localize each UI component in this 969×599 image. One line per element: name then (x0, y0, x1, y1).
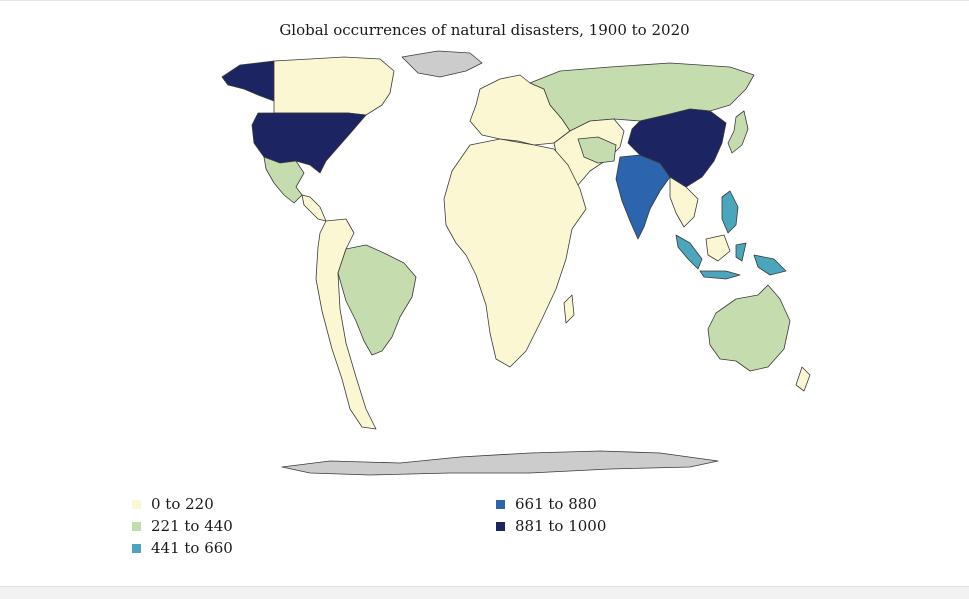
region-africa (443, 138, 587, 368)
region-indonesia-sulawesi (735, 242, 747, 262)
region-india (615, 154, 671, 240)
legend-label: 441 to 660 (151, 539, 233, 557)
legend-right: 661 to 880 881 to 1000 (496, 493, 606, 537)
region-new-zealand (795, 366, 811, 392)
legend-item-0-220: 0 to 220 (132, 493, 233, 515)
region-philippines (721, 190, 739, 234)
region-china (627, 108, 727, 188)
region-central-america (301, 194, 327, 222)
map-figure: Global occurrences of natural disasters,… (0, 0, 969, 559)
region-brazil (337, 244, 417, 356)
legend-item-221-440: 221 to 440 (132, 515, 233, 537)
region-papua (753, 254, 787, 276)
region-southeast-asia (669, 176, 699, 228)
legend-label: 661 to 880 (515, 495, 597, 513)
region-indonesia-java (699, 270, 741, 280)
region-alaska (221, 60, 275, 102)
region-iran (577, 136, 617, 164)
legend-swatch (132, 543, 141, 553)
region-canada (273, 56, 395, 116)
legend-item-881-1000: 881 to 1000 (496, 515, 606, 537)
world-map (221, 50, 811, 476)
legend-label: 221 to 440 (151, 517, 233, 535)
region-greenland (401, 50, 483, 78)
legend-item-661-880: 661 to 880 (496, 493, 606, 515)
legend-swatch (132, 499, 141, 509)
region-indonesia-borneo (705, 234, 731, 262)
region-usa (251, 112, 367, 174)
legend-label: 881 to 1000 (515, 517, 607, 535)
region-australia (707, 284, 791, 372)
region-japan (727, 110, 749, 154)
region-madagascar (563, 294, 575, 324)
region-indonesia-sumatra (675, 234, 703, 270)
legend-swatch (132, 521, 141, 531)
map-title: Global occurrences of natural disasters,… (279, 21, 690, 39)
region-mexico (263, 156, 305, 204)
footer-bar (0, 586, 969, 599)
legend-item-441-660: 441 to 660 (132, 537, 233, 559)
legend-left: 0 to 220 221 to 440 441 to 660 (132, 493, 233, 559)
legend-swatch (496, 521, 505, 531)
legend-label: 0 to 220 (151, 495, 214, 513)
legend-swatch (496, 499, 505, 509)
region-antarctica (281, 450, 719, 476)
